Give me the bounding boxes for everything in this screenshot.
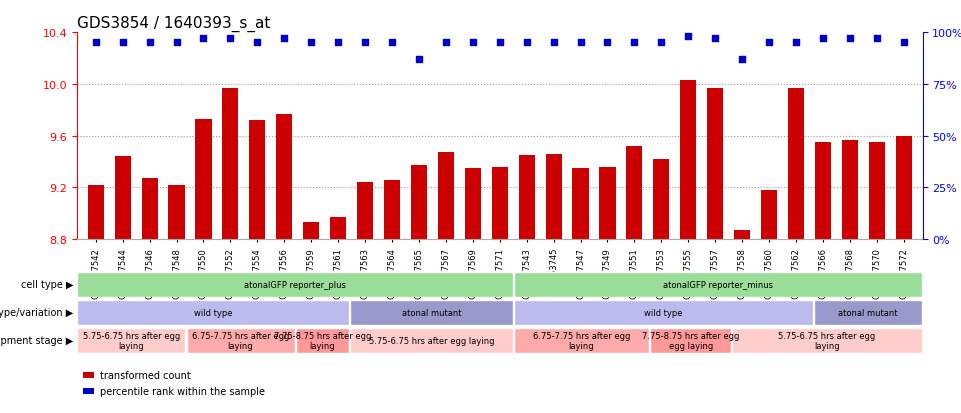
Text: atonal mutant: atonal mutant [838, 308, 898, 317]
Bar [519, 156, 534, 240]
Bar [600, 167, 616, 240]
Bar [195, 119, 211, 240]
Bar [83, 372, 94, 377]
FancyBboxPatch shape [350, 300, 513, 325]
Point [761, 40, 776, 47]
Text: atonalGFP reporter_plus: atonalGFP reporter_plus [244, 280, 346, 289]
Text: 7.75-8.75 hrs after egg
egg laying: 7.75-8.75 hrs after egg egg laying [642, 331, 739, 350]
Point [438, 40, 454, 47]
Text: atonal mutant: atonal mutant [402, 308, 461, 317]
Bar [788, 88, 804, 240]
Point [196, 36, 211, 43]
Bar [707, 88, 724, 240]
FancyBboxPatch shape [186, 328, 295, 353]
Bar [896, 136, 912, 240]
FancyBboxPatch shape [78, 328, 185, 353]
Point [115, 40, 131, 47]
FancyBboxPatch shape [78, 300, 349, 325]
Point [519, 40, 534, 47]
Point [573, 40, 588, 47]
Point [357, 40, 373, 47]
FancyBboxPatch shape [78, 272, 513, 297]
Bar [465, 169, 480, 240]
Point [88, 40, 104, 47]
FancyBboxPatch shape [732, 328, 922, 353]
Bar [114, 157, 131, 240]
Point [223, 36, 238, 43]
Bar [276, 114, 292, 240]
FancyBboxPatch shape [651, 328, 731, 353]
Point [169, 40, 185, 47]
Point [331, 40, 346, 47]
Bar [222, 88, 238, 240]
Bar [492, 167, 507, 240]
Bar [303, 223, 319, 240]
Point [277, 36, 292, 43]
Point [142, 40, 158, 47]
Point [896, 40, 911, 47]
Bar [680, 81, 697, 240]
Text: percentile rank within the sample: percentile rank within the sample [100, 386, 265, 396]
Point [734, 57, 750, 63]
Text: wild type: wild type [194, 308, 233, 317]
Text: 6.75-7.75 hrs after egg
laying: 6.75-7.75 hrs after egg laying [192, 331, 289, 350]
Text: 5.75-6.75 hrs after egg laying: 5.75-6.75 hrs after egg laying [369, 336, 494, 345]
Text: development stage ▶: development stage ▶ [0, 335, 73, 346]
Text: GDS3854 / 1640393_s_at: GDS3854 / 1640393_s_at [77, 16, 270, 32]
Point [627, 40, 642, 47]
FancyBboxPatch shape [514, 272, 922, 297]
Point [546, 40, 561, 47]
Bar [168, 185, 185, 240]
FancyBboxPatch shape [514, 328, 650, 353]
Bar [546, 154, 561, 240]
Point [707, 36, 723, 43]
FancyBboxPatch shape [514, 300, 813, 325]
FancyBboxPatch shape [296, 328, 349, 353]
Point [653, 40, 669, 47]
Point [815, 36, 830, 43]
Point [465, 40, 480, 47]
Point [384, 40, 400, 47]
Bar [411, 166, 427, 240]
Bar [815, 143, 831, 240]
Bar [653, 159, 670, 240]
Point [411, 57, 427, 63]
Bar [249, 121, 265, 240]
Text: wild type: wild type [644, 308, 682, 317]
Bar [141, 179, 158, 240]
Point [869, 36, 884, 43]
Point [788, 40, 803, 47]
FancyBboxPatch shape [814, 300, 922, 325]
Bar [83, 388, 94, 394]
Bar [87, 185, 104, 240]
Bar [383, 180, 400, 240]
Point [250, 40, 265, 47]
Text: 7.75-8.75 hrs after egg
laying: 7.75-8.75 hrs after egg laying [274, 331, 371, 350]
Text: 5.75-6.75 hrs after egg
laying: 5.75-6.75 hrs after egg laying [83, 331, 180, 350]
Text: 6.75-7.75 hrs after egg
laying: 6.75-7.75 hrs after egg laying [532, 331, 630, 350]
Bar [330, 218, 346, 240]
Text: transformed count: transformed count [100, 370, 190, 380]
Bar [761, 190, 777, 240]
FancyBboxPatch shape [350, 328, 513, 353]
Point [492, 40, 507, 47]
Bar [438, 153, 454, 240]
Bar [573, 169, 588, 240]
Text: genotype/variation ▶: genotype/variation ▶ [0, 307, 73, 318]
Point [842, 36, 857, 43]
Point [680, 34, 696, 40]
Point [304, 40, 319, 47]
Bar [869, 143, 885, 240]
Bar [842, 140, 858, 240]
Text: cell type ▶: cell type ▶ [20, 279, 73, 290]
Text: atonalGFP reporter_minus: atonalGFP reporter_minus [663, 280, 773, 289]
Bar [734, 230, 751, 240]
Text: 5.75-6.75 hrs after egg
laying: 5.75-6.75 hrs after egg laying [778, 331, 875, 350]
Bar [627, 147, 643, 240]
Bar [357, 183, 373, 240]
Point [600, 40, 615, 47]
